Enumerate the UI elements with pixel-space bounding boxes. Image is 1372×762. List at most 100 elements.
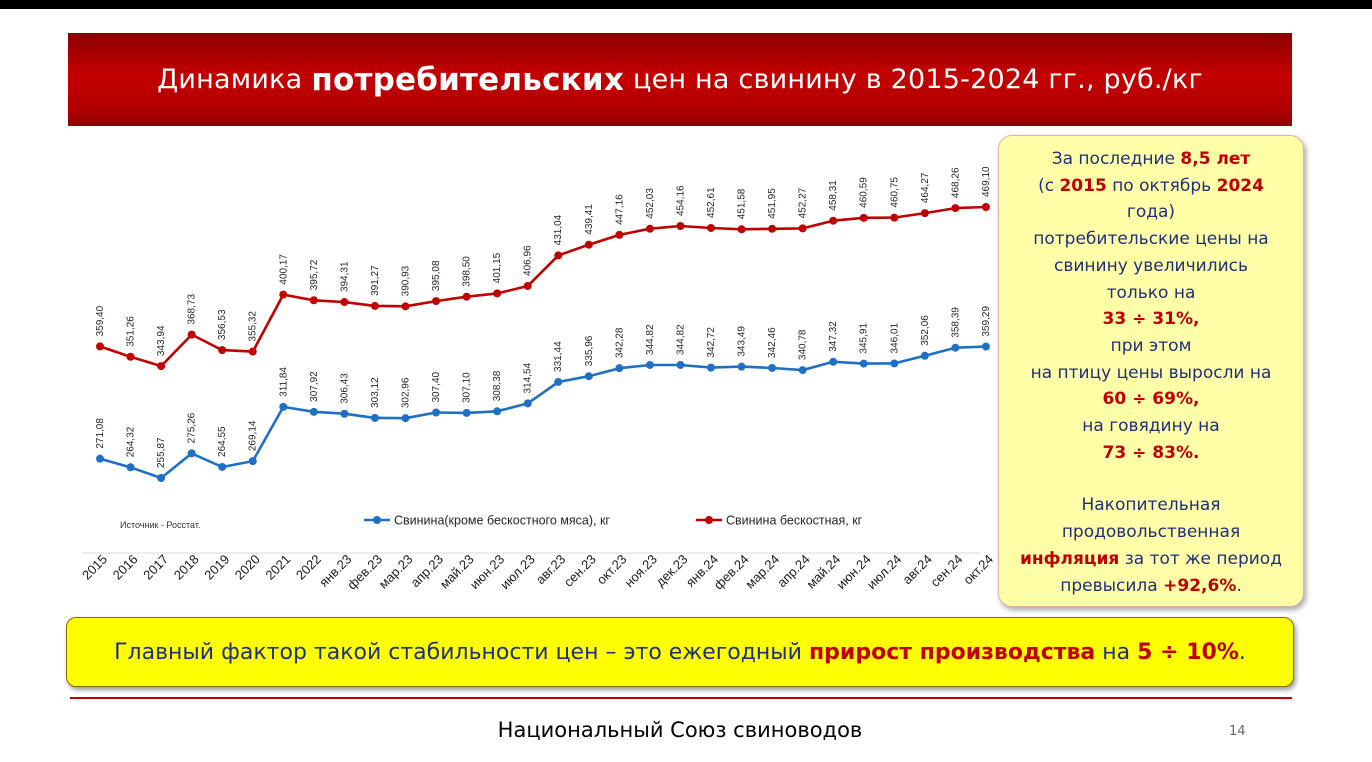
conclusion-banner: Главный фактор такой стабильности цен – … bbox=[66, 617, 1294, 687]
series-2-point bbox=[401, 302, 410, 311]
data-label: 468,26 bbox=[950, 167, 961, 198]
title-banner: Динамика потребительских цен на свинину … bbox=[68, 33, 1292, 126]
series-1-point bbox=[279, 402, 288, 411]
series-2-point bbox=[370, 301, 379, 310]
info-line-1: За последние 8,5 лет bbox=[1052, 146, 1251, 173]
data-label: 356,53 bbox=[217, 309, 228, 340]
series-2-point bbox=[584, 240, 593, 249]
info-line-5: свинину увеличились bbox=[1054, 255, 1248, 276]
series-2-point bbox=[96, 342, 104, 351]
data-label: 344,82 bbox=[645, 324, 656, 355]
conclusion-text: на bbox=[1102, 639, 1131, 665]
data-label: 344,82 bbox=[675, 324, 686, 355]
series-1-point bbox=[401, 414, 410, 423]
x-tick-label: сен.24 bbox=[927, 552, 965, 590]
x-tick-label: 2017 bbox=[140, 552, 171, 583]
series-1-point bbox=[829, 357, 838, 366]
x-tick-label: 2021 bbox=[262, 552, 293, 583]
series-1-point bbox=[798, 366, 807, 375]
data-label: 390,93 bbox=[401, 265, 412, 296]
data-label: 345,91 bbox=[859, 323, 870, 354]
series-2-point bbox=[432, 297, 441, 306]
data-label: 352,06 bbox=[920, 315, 931, 346]
footer-divider bbox=[70, 697, 1292, 699]
info-line-13: Накопительная bbox=[1081, 495, 1221, 516]
info-line-15: инфляция за тот же период bbox=[1020, 546, 1282, 573]
top-bar bbox=[0, 0, 1372, 9]
info-line-7: 33 ÷ 31%, bbox=[1102, 309, 1200, 330]
series-2-point bbox=[187, 330, 196, 339]
x-tick-label: 2015 bbox=[79, 552, 110, 583]
series-2-point bbox=[218, 346, 227, 355]
series-1-point bbox=[859, 359, 868, 368]
info-line-11: на говядину на bbox=[1082, 416, 1220, 437]
info-highlight: инфляция bbox=[1020, 548, 1120, 569]
info-highlight: +92,6% bbox=[1163, 575, 1237, 596]
series-1-point bbox=[676, 360, 685, 369]
series-2-point bbox=[920, 209, 929, 218]
title-bold: потребительских bbox=[311, 61, 625, 98]
info-line-4: потребительские цены на bbox=[1033, 229, 1269, 250]
series-1-point bbox=[584, 372, 593, 381]
data-label: 452,03 bbox=[645, 188, 656, 219]
info-text: за тот же период bbox=[1124, 548, 1282, 569]
series-1-point bbox=[951, 343, 960, 352]
series-1-point bbox=[462, 408, 471, 417]
title-post: цен на свинину в 2015-2024 гг., руб./кг bbox=[633, 64, 1203, 95]
data-label: 452,27 bbox=[798, 187, 809, 218]
data-label: 269,14 bbox=[248, 420, 259, 451]
x-tick-label: сен.23 bbox=[561, 552, 599, 590]
data-label: 359,29 bbox=[981, 306, 992, 337]
series-1-point bbox=[432, 408, 441, 417]
series-1-point bbox=[920, 351, 929, 360]
data-label: 303,12 bbox=[370, 377, 381, 408]
data-label: 394,31 bbox=[339, 261, 350, 292]
data-label: 439,41 bbox=[584, 204, 595, 235]
series-2-point bbox=[279, 290, 288, 299]
info-line-14: продовольственная bbox=[1061, 522, 1241, 543]
data-label: 346,01 bbox=[889, 322, 900, 353]
conclusion-text: . bbox=[1238, 639, 1246, 665]
series-2-point bbox=[462, 292, 471, 301]
data-label: 398,50 bbox=[462, 256, 473, 287]
price-line-chart: 271,08 264,32 255,87 275,26 264,55 269,14 311,… bbox=[79, 166, 994, 592]
legend-label-2: Свинина бескостная, кг bbox=[726, 514, 863, 528]
series-1-point bbox=[248, 457, 257, 466]
series-2-point bbox=[126, 352, 135, 361]
data-label: 255,87 bbox=[156, 437, 167, 468]
data-label: 335,96 bbox=[584, 335, 595, 366]
series-1-point bbox=[890, 359, 899, 368]
footer-organization: Национальный Союз свиноводов bbox=[497, 718, 863, 742]
data-label: 458,31 bbox=[828, 180, 839, 211]
series-1-point bbox=[981, 342, 990, 351]
data-label: 391,27 bbox=[370, 265, 381, 296]
data-label: 308,38 bbox=[492, 370, 503, 401]
data-label: 431,04 bbox=[553, 214, 564, 245]
series-1-point bbox=[523, 399, 532, 408]
series-1-point bbox=[554, 377, 563, 386]
data-label: 342,28 bbox=[614, 327, 625, 358]
data-label: 342,72 bbox=[706, 327, 717, 358]
series-2-point bbox=[798, 224, 807, 233]
data-label: 264,32 bbox=[126, 426, 137, 457]
series-1-point bbox=[126, 463, 135, 472]
series-2-point bbox=[493, 289, 502, 298]
series-1-point bbox=[340, 409, 349, 418]
data-label: 452,61 bbox=[706, 187, 717, 218]
series-2-point bbox=[951, 204, 960, 213]
data-label: 264,55 bbox=[217, 426, 228, 457]
series-2-point bbox=[707, 223, 715, 232]
data-label: 460,59 bbox=[859, 177, 870, 208]
series-1-point bbox=[737, 362, 746, 371]
x-tick-label: мар.23 bbox=[376, 552, 416, 592]
info-line-10: 60 ÷ 69%, bbox=[1102, 389, 1200, 410]
series-2-point bbox=[859, 213, 868, 222]
series-1-point bbox=[96, 454, 104, 463]
series-2-point bbox=[645, 224, 654, 233]
series-1-point bbox=[370, 413, 379, 422]
data-label: 355,32 bbox=[248, 311, 259, 342]
info-line-12: 73 ÷ 83%. bbox=[1102, 442, 1200, 463]
info-line-6: только на bbox=[1106, 282, 1196, 303]
data-label: 314,54 bbox=[523, 362, 534, 393]
info-line-2: (с 2015 по октябрь 2024 bbox=[1038, 173, 1264, 200]
